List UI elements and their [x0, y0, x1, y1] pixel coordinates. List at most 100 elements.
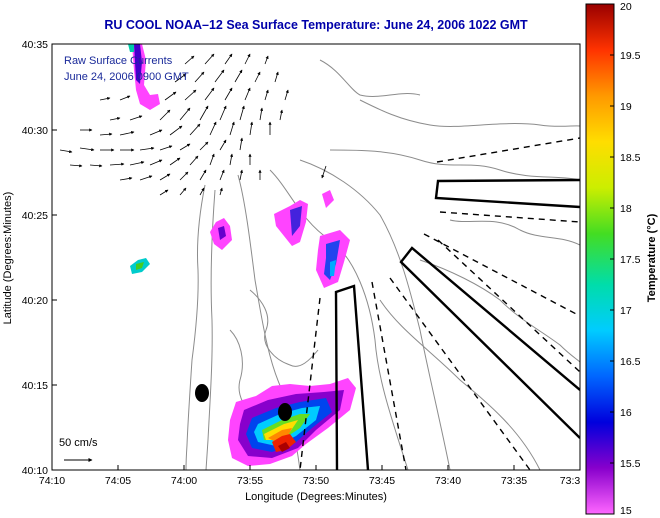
vector [239, 169, 244, 181]
dashed-lane-5 [371, 281, 407, 470]
colorbar [585, 3, 615, 515]
legend-line-1: Raw Surface Currents [64, 55, 173, 67]
vector [149, 129, 163, 136]
colorbar-tick-label: 16 [620, 407, 632, 419]
y-ticks: 40:10 40:15 40:20 40:25 40:30 40:35 [22, 39, 57, 477]
dashed-lane-3 [423, 233, 580, 317]
vector [229, 153, 234, 166]
vector [174, 73, 187, 83]
colorbar-label: Temperature (°C) [646, 213, 658, 302]
vector [224, 53, 233, 65]
colorbar-tick-label: 17 [620, 305, 632, 317]
sst-patch-east-inner [330, 260, 336, 276]
vector [169, 157, 181, 166]
vector [199, 105, 209, 121]
dashed-lane-2 [439, 211, 580, 223]
sst-patch-nw-tip [128, 44, 134, 52]
bathymetry-contours [185, 59, 580, 470]
vector [159, 109, 171, 121]
depth-contour-9 [249, 289, 319, 367]
x-tick-label: 73:35 [501, 475, 527, 487]
vector [119, 131, 135, 136]
sst-patch-island-core [136, 262, 144, 270]
sst-patch-small-1-core [218, 226, 226, 240]
vector [219, 105, 227, 121]
vector [189, 155, 199, 166]
vector [274, 71, 279, 83]
vector [149, 159, 163, 166]
colorbar-tick-label: 17.5 [620, 254, 641, 266]
vector [209, 121, 217, 136]
vector [244, 87, 251, 101]
colorbar-tick-label: 20 [620, 1, 632, 13]
x-tick-label: 73:40 [435, 475, 461, 487]
vector [249, 121, 254, 136]
dashed-lane-4 [389, 277, 531, 470]
sst-patch-east-core [324, 240, 340, 280]
x-tick-label: 74:00 [171, 475, 197, 487]
colorbar-tick-label: 15.5 [620, 458, 641, 470]
buoy-marker-west [195, 384, 209, 402]
vector [109, 116, 121, 121]
vector [129, 115, 143, 121]
x-tick-label: 73:55 [237, 475, 263, 487]
depth-contour-10 [319, 59, 421, 97]
shipping-lanes [299, 137, 580, 470]
vector [259, 107, 264, 121]
vector [264, 55, 269, 65]
vector [109, 162, 125, 166]
vector [179, 171, 189, 181]
sst-patch-northwest-core [134, 44, 142, 84]
vector [224, 87, 233, 101]
depth-contour-4 [299, 159, 451, 470]
scale-label: 50 cm/s [59, 437, 98, 449]
vector [179, 187, 187, 196]
colorbar-tick-label: 16.5 [620, 356, 641, 368]
vector [139, 146, 155, 151]
vector [219, 139, 227, 151]
y-axis-label: Latitude (Degrees:Minutes) [2, 192, 14, 325]
vector [99, 96, 111, 101]
vector [209, 153, 215, 166]
x-ticks: 74:10 74:05 74:00 73:55 73:50 73:45 73:4… [39, 465, 581, 487]
colorbar-ticks: 15 15.5 16 16.5 17 17.5 18 18.5 19 19.5 … [610, 1, 641, 517]
sst-patch-south-orange [268, 428, 292, 442]
vector [194, 71, 205, 83]
vector [179, 107, 191, 121]
vector [89, 164, 103, 168]
vector [321, 165, 327, 179]
y-tick-label: 40:30 [22, 125, 48, 137]
y-tick-label: 40:15 [22, 380, 48, 392]
vector [119, 176, 133, 181]
x-tick-label: 74:05 [105, 475, 131, 487]
vector [164, 91, 177, 101]
colorbar-tick-label: 18 [620, 203, 632, 215]
vector [279, 109, 284, 121]
vector [284, 89, 289, 101]
vector [219, 187, 223, 196]
x-tick-label: 73:3 [560, 475, 581, 487]
vector [159, 189, 169, 196]
buoy-marker-east [278, 403, 292, 421]
shipping-lane-south [334, 284, 370, 470]
vector [99, 132, 113, 136]
dashed-lane-6 [299, 297, 321, 470]
shipping-lane-east [434, 178, 580, 209]
vector [254, 71, 261, 83]
y-tick-label: 40:20 [22, 295, 48, 307]
vector [239, 105, 245, 121]
vector [199, 187, 205, 196]
vector [189, 123, 201, 136]
depth-contour-12 [449, 219, 580, 246]
vector [79, 147, 95, 152]
y-tick-label: 40:25 [22, 210, 48, 222]
sst-patch-south-darkred [278, 442, 290, 452]
vector [219, 169, 225, 181]
depth-contour-7 [419, 259, 580, 363]
sst-patch-mid-core [290, 206, 302, 236]
colorbar-tick-label: 15 [620, 505, 632, 517]
vector [264, 89, 269, 101]
vector [229, 121, 235, 136]
vector [234, 69, 243, 83]
